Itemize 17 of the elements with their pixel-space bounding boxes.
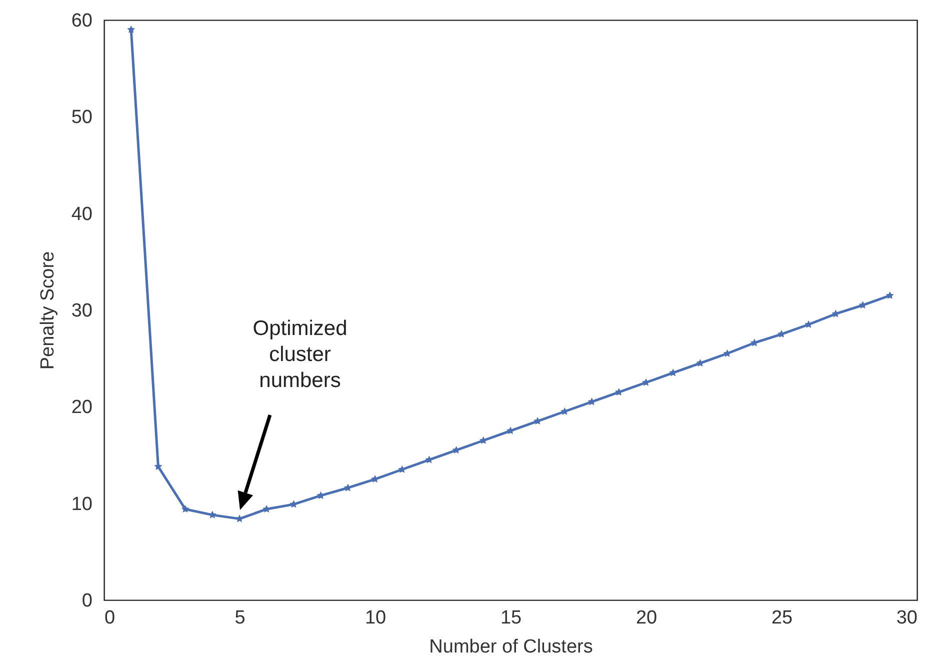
- y-tick-label: 10: [71, 494, 92, 515]
- x-tick-label: 15: [500, 608, 522, 628]
- annotation: Optimized cluster numbers: [252, 317, 348, 392]
- x-tick-label: 25: [771, 608, 793, 628]
- y-tick-label: 20: [71, 397, 92, 418]
- x-tick-label: 5: [234, 608, 246, 628]
- x-tick-label: 10: [364, 608, 386, 628]
- y-tick-label: 50: [71, 107, 92, 128]
- y-tick-label: 30: [71, 300, 92, 322]
- x-tick-label: 20: [636, 608, 658, 628]
- y-tick-label: 0: [82, 590, 92, 612]
- x-axis-title: Number of Clusters: [429, 636, 593, 658]
- y-tick-label: 40: [71, 204, 92, 225]
- x-tick-label: 30: [896, 608, 918, 628]
- y-axis-title: Penalty Score: [37, 251, 58, 370]
- y-tick-label: 60: [71, 10, 92, 32]
- x-tick-label: 0: [104, 608, 116, 628]
